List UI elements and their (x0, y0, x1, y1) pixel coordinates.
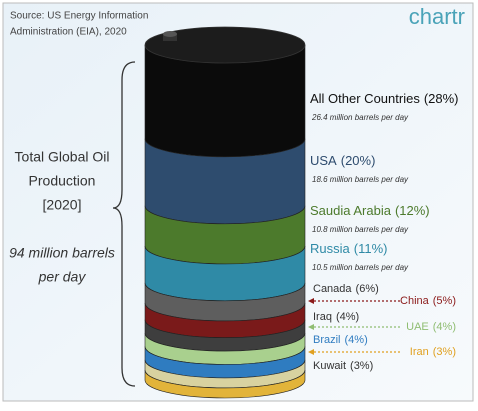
pointer-head (308, 349, 314, 355)
segment-detail: 18.6 million barrels per day (312, 175, 409, 184)
barrel (144, 26, 306, 399)
segment-value-label: (4%) (433, 321, 456, 333)
segment-label: USA (20%) (310, 153, 375, 168)
segment-value-label: (5%) (433, 295, 456, 307)
cap-top (163, 31, 177, 37)
segment-label: Saudia Arabia (12%) (310, 203, 430, 218)
subtitle: per day (38, 269, 87, 285)
segment-name: Kuwait (313, 360, 346, 372)
segment-value-label: (4%) (336, 311, 359, 323)
segment-label: Russia (11%) (310, 241, 387, 256)
segment-value-label: (11%) (354, 241, 388, 256)
segment-name: Saudia Arabia (310, 203, 392, 218)
title: [2020] (43, 197, 82, 213)
source: Source: US Energy Information (10, 11, 148, 22)
segment-value-label: (3%) (433, 346, 456, 358)
segment-label: Kuwait (3%) (313, 360, 373, 372)
logo: chartr (409, 4, 465, 29)
segment-name: USA (310, 153, 337, 168)
segment-label: Iran (3%) (410, 346, 456, 358)
segment-value-label: (6%) (356, 283, 379, 295)
pointer-head (308, 324, 314, 330)
labels: All Other Countries (28%) 26.4 million bar… (308, 91, 459, 372)
title: Production (29, 173, 96, 189)
segment-value-label: (3%) (350, 360, 373, 372)
segment-detail: 26.4 million barrels per day (311, 113, 409, 122)
segment-label: UAE (4%) (406, 321, 456, 333)
barrel-top (144, 26, 306, 64)
segment-value-label: (4%) (345, 334, 368, 346)
segment-value-label: (28%) (424, 91, 459, 106)
segment-label: China (5%) (400, 295, 456, 307)
cap (163, 34, 177, 41)
title: Total Global Oil (15, 149, 110, 165)
segment (144, 369, 306, 399)
brace (112, 61, 136, 387)
segment-name: Russia (310, 241, 351, 256)
segment-detail: 10.5 million barrels per day (312, 263, 409, 272)
segment-name: Canada (313, 283, 352, 295)
segment-name: Brazil (313, 334, 341, 346)
segment-label: Canada (6%) (313, 283, 379, 295)
segment-label: Brazil (4%) (313, 334, 368, 346)
segment-name: All Other Countries (310, 91, 420, 106)
source: Administration (EIA), 2020 (10, 27, 127, 38)
pointer-head (308, 298, 314, 304)
segment-name: UAE (406, 321, 429, 333)
subtitle: 94 million barrels (9, 245, 115, 261)
segment-name: Iran (410, 346, 429, 358)
segment-name: China (400, 295, 430, 307)
segment-label: All Other Countries (28%) (310, 91, 459, 106)
segment-value-label: (20%) (341, 153, 376, 168)
segment-label: Iraq (4%) (313, 311, 359, 323)
segment-detail: 10.8 million barrels per day (312, 225, 409, 234)
segment-name: Iraq (313, 311, 332, 323)
segment-value-label: (12%) (395, 203, 430, 218)
